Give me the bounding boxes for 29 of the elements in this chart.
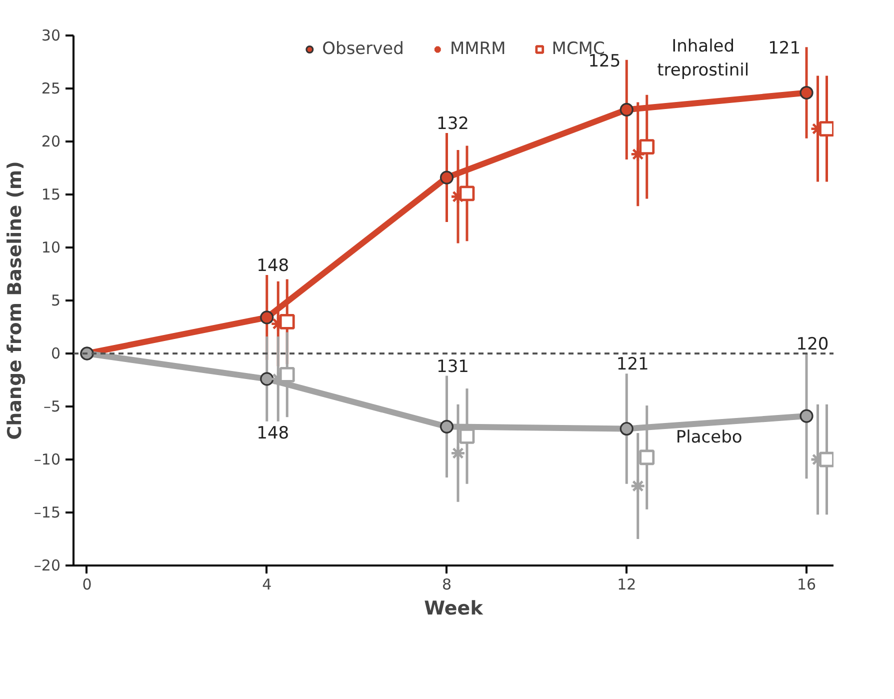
annotation: 132 — [436, 114, 469, 134]
y-tick-label: 5 — [50, 292, 61, 310]
y-tick-label: 25 — [41, 80, 61, 98]
annotation: 121 — [616, 354, 649, 375]
annotation: 121 — [768, 38, 801, 59]
legend-label: MMRM — [450, 39, 506, 59]
annotation: 148 — [256, 423, 290, 444]
x-tick-label: 12 — [617, 576, 636, 594]
x-tick-label: 16 — [796, 576, 816, 594]
annotation: 120 — [796, 334, 829, 354]
y-tick-label: 0 — [50, 344, 61, 362]
x-tick-label: 0 — [82, 576, 92, 594]
y-tick-label: 15 — [41, 186, 61, 204]
y-axis-title: Change from Baseline (m) — [4, 161, 26, 440]
y-tick-label: –10 — [34, 450, 61, 468]
annotation: 148 — [256, 256, 290, 276]
y-tick-label: –5 — [43, 398, 61, 416]
y-tick-label: 30 — [41, 26, 61, 44]
y-tick-label: –20 — [34, 556, 61, 574]
annotation: Placebo — [676, 427, 742, 448]
annotation: 131 — [436, 356, 469, 377]
y-tick-label: 20 — [41, 132, 61, 150]
x-tick-label: 8 — [442, 576, 452, 594]
y-tick-label: –15 — [34, 504, 61, 522]
y-tick-label: 10 — [41, 238, 61, 256]
x-tick-label: 4 — [262, 576, 272, 594]
annotation: Inhaled treprostinil — [657, 36, 750, 80]
legend-label: Observed — [322, 39, 404, 59]
x-axis-title: Week — [424, 598, 484, 620]
